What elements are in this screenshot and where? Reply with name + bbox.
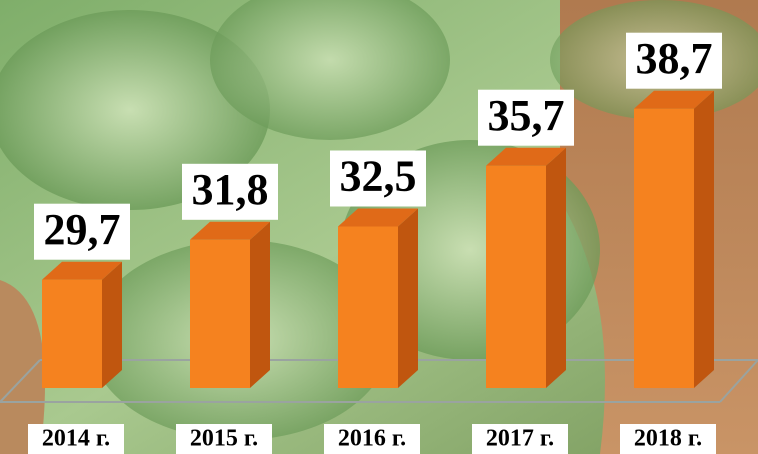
value-label: 29,7 [44, 205, 121, 254]
bar-top [42, 261, 122, 280]
bar-side [398, 208, 418, 388]
x-tick-label: 2018 г. [634, 426, 702, 452]
category-label-box [620, 424, 716, 454]
bar [190, 221, 270, 388]
bar-side [102, 261, 122, 388]
bar-side [250, 221, 270, 388]
bar [634, 90, 714, 388]
category-label-box [472, 424, 568, 454]
value-label-box [478, 89, 574, 146]
value-label: 31,8 [192, 165, 269, 214]
category-label-box [324, 424, 420, 454]
bar-top [190, 221, 270, 240]
x-tick-label: 2016 г. [338, 426, 406, 452]
x-tick-label: 2017 г. [486, 426, 554, 452]
value-label-box [182, 163, 278, 220]
bar-front [42, 279, 102, 388]
value-label: 32,5 [340, 152, 417, 201]
bar [42, 261, 122, 388]
bar-side [546, 147, 566, 388]
bar [486, 147, 566, 388]
x-tick-label: 2015 г. [190, 426, 258, 452]
bar-front [190, 239, 250, 388]
bar-front [338, 226, 398, 388]
category-label-box [176, 424, 272, 454]
bar-side [694, 90, 714, 388]
value-label-box [34, 203, 130, 260]
bar-top [634, 90, 714, 109]
category-label-box [28, 424, 124, 454]
bar-front [486, 165, 546, 388]
bar-top [486, 147, 566, 166]
value-label: 35,7 [488, 91, 565, 140]
value-label-box [330, 150, 426, 207]
value-label: 38,7 [636, 34, 713, 83]
x-tick-label: 2014 г. [42, 426, 110, 452]
bar-top [338, 208, 418, 227]
value-label-box [626, 32, 722, 89]
bar [338, 208, 418, 388]
bar-front [634, 108, 694, 388]
